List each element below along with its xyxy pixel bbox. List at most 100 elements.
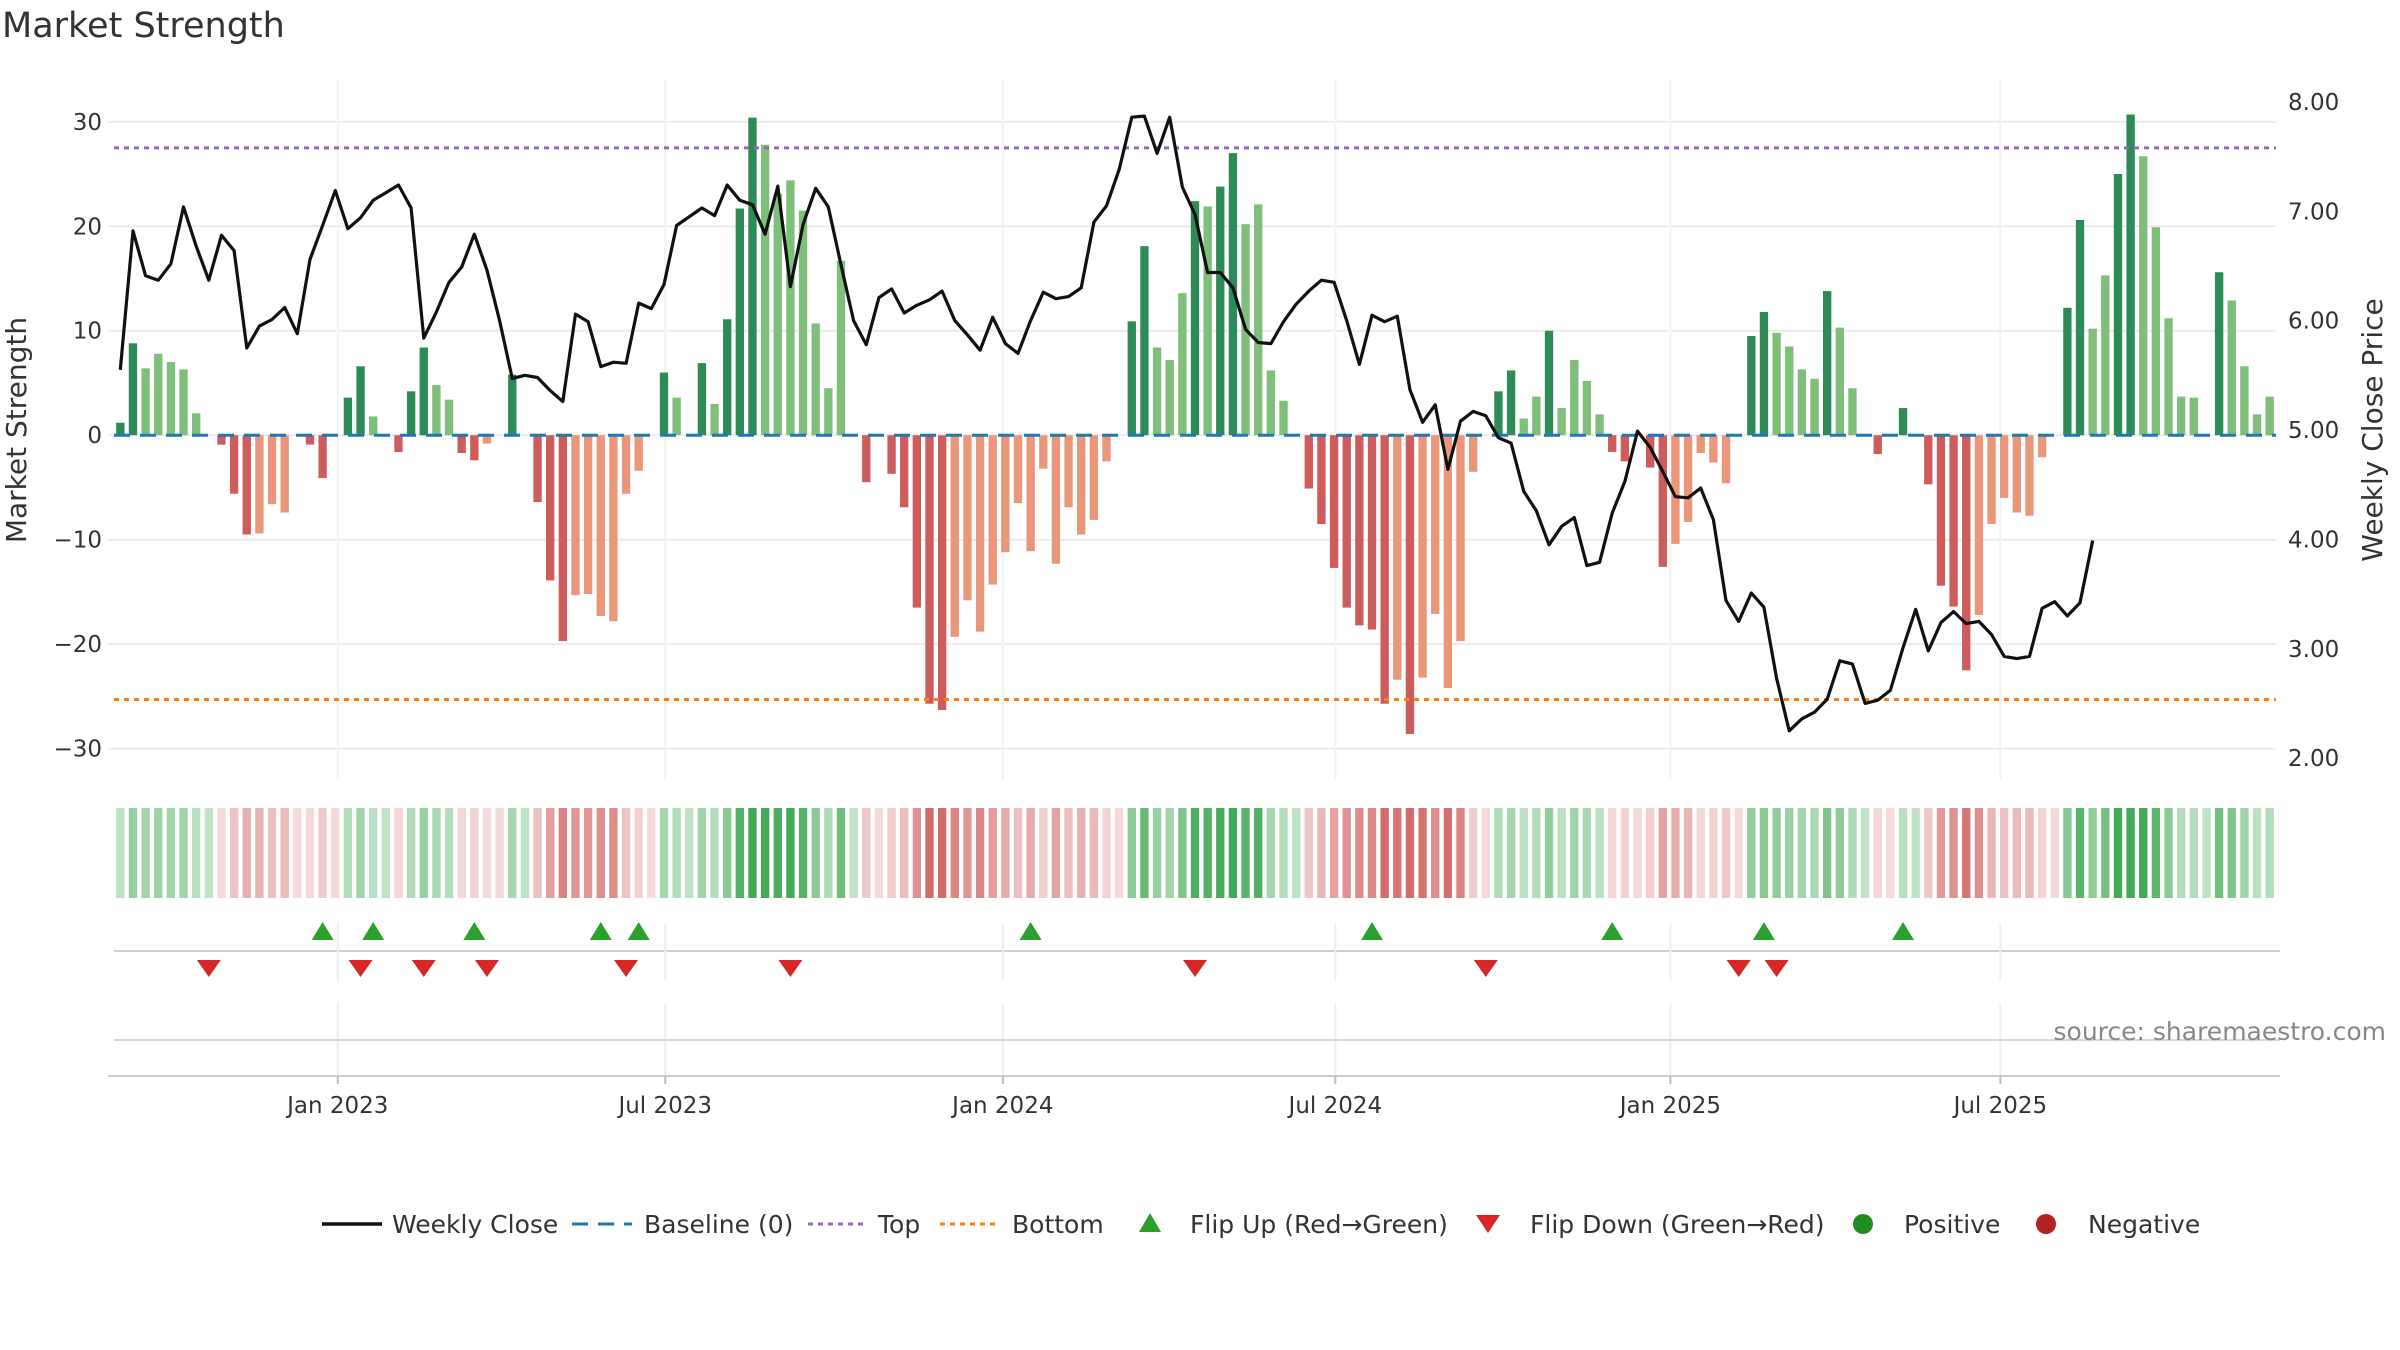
regime-cell	[1570, 808, 1579, 898]
bar-negative	[1418, 435, 1427, 678]
regime-cell	[1380, 808, 1389, 898]
regime-cell	[2012, 808, 2021, 898]
x-tick-label: Jul 2023	[616, 1093, 712, 1119]
regime-cell	[811, 808, 820, 898]
bar-positive	[369, 416, 378, 436]
bar-positive	[166, 362, 176, 436]
regime-cell	[1544, 808, 1554, 898]
bar-negative	[1974, 435, 1984, 615]
x-tick-label: Jan 2024	[950, 1093, 1053, 1119]
regime-cell	[1772, 808, 1781, 898]
regime-cell	[1620, 808, 1630, 898]
bar-negative	[1443, 435, 1453, 689]
bar-positive	[508, 374, 517, 436]
regime-cell	[1039, 808, 1048, 898]
bar-negative	[546, 435, 555, 581]
regime-cell	[128, 808, 138, 898]
regime-cell	[1709, 808, 1718, 898]
bar-negative	[1658, 435, 1667, 567]
bar-positive	[1165, 360, 1174, 436]
regime-cell	[1279, 808, 1288, 898]
regime-cell	[1152, 808, 1162, 898]
bar-positive	[1848, 388, 1857, 436]
regime-cell	[154, 808, 163, 898]
regime-cell	[508, 808, 517, 898]
regime-cell	[950, 808, 959, 898]
y-tick-label: −10	[53, 528, 102, 554]
bar-positive	[2227, 300, 2236, 436]
bar-positive	[154, 353, 163, 436]
flip-down-marker	[1764, 960, 1789, 977]
bar-positive	[2075, 220, 2085, 436]
regime-cell	[1228, 808, 1238, 898]
bar-negative	[634, 435, 643, 471]
regime-cell	[1481, 808, 1490, 898]
regime-cell	[1532, 808, 1541, 898]
bar-positive	[1140, 246, 1149, 436]
regime-cell	[192, 808, 201, 898]
right-axis-ticks: 8.00 7.00 6.00 5.00 4.00 3.00 2.00	[2288, 90, 2339, 772]
regime-cell	[2101, 808, 2110, 898]
bar-negative	[318, 435, 327, 479]
regime-cell	[558, 808, 568, 898]
regime-cell	[1645, 808, 1655, 898]
regime-cell	[1683, 808, 1693, 898]
regime-cell	[1329, 808, 1339, 898]
flip-markers-panel	[114, 922, 2280, 980]
regime-cell	[1393, 808, 1402, 898]
left-axis-ticks: 30 20 10 0 −10 −20 −30	[53, 110, 102, 763]
regime-cell	[1759, 808, 1769, 898]
bar-positive	[343, 397, 353, 436]
regime-cell	[1355, 808, 1364, 898]
bar-negative	[1317, 435, 1326, 525]
flip-down-marker	[196, 960, 221, 977]
regime-cell	[659, 808, 669, 898]
regime-cell	[912, 808, 922, 898]
bar-negative	[596, 435, 605, 616]
regime-cell	[685, 808, 694, 898]
bar-positive	[798, 210, 808, 436]
bar-negative	[1456, 435, 1465, 642]
bar-negative	[1329, 435, 1339, 568]
bar-positive	[1772, 332, 1781, 436]
regime-cell	[2050, 808, 2059, 898]
regime-cell	[723, 808, 732, 898]
regime-cell	[1747, 808, 1756, 898]
regime-cell	[482, 808, 492, 898]
bar-positive	[1810, 378, 1819, 436]
regime-cell	[1873, 808, 1882, 898]
x-tick-label: Jan 2023	[285, 1093, 388, 1119]
regime-cell	[1860, 808, 1870, 898]
bar-negative	[1873, 435, 1882, 455]
y-tick-label: −20	[53, 632, 102, 658]
regime-cell	[1582, 808, 1592, 898]
regime-cell	[672, 808, 681, 898]
bar-negative	[1620, 435, 1630, 462]
bar-negative	[1431, 435, 1440, 614]
x-tick-label: Jul 2025	[1952, 1093, 2048, 1119]
bar-negative	[1468, 435, 1478, 472]
bar-negative	[1089, 435, 1099, 520]
flip-up-marker	[463, 922, 486, 940]
legend-label: Bottom	[1012, 1210, 1104, 1239]
regime-cell	[1254, 808, 1263, 898]
regime-cell	[786, 808, 795, 898]
legend-label: Weekly Close	[392, 1210, 558, 1239]
bar-negative	[1304, 435, 1313, 489]
regime-cell	[2126, 808, 2135, 898]
regime-cell	[583, 808, 593, 898]
bar-negative	[609, 435, 618, 622]
source-note: source: sharemaestro.com	[2054, 1017, 2387, 1046]
bar-positive	[1519, 418, 1528, 436]
flip-up-marker	[311, 922, 334, 940]
regime-cell	[495, 808, 504, 898]
weekly-close-line	[118, 114, 2095, 733]
bar-negative	[1987, 435, 1996, 525]
regime-cell	[229, 808, 239, 898]
bar-positive	[2189, 397, 2198, 436]
regime-cell	[1089, 808, 1099, 898]
bar-positive	[735, 208, 745, 436]
bar-negative	[1671, 435, 1680, 544]
regime-cell	[1342, 808, 1351, 898]
regime-cell	[1291, 808, 1301, 898]
